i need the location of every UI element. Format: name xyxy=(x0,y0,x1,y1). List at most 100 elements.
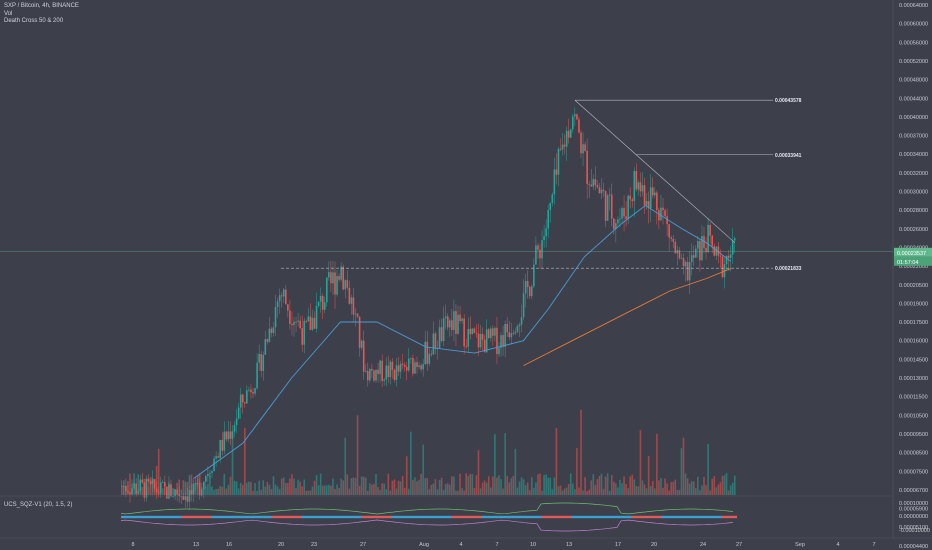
squeeze-bar xyxy=(539,515,541,519)
squeeze-bar xyxy=(661,515,663,519)
y-tick-label: 0.00026000 xyxy=(899,227,928,233)
squeeze-bar xyxy=(535,515,537,519)
candle-body xyxy=(334,272,336,295)
squeeze-bar xyxy=(129,515,131,519)
volume-bar xyxy=(686,478,689,495)
squeeze-bar xyxy=(457,515,459,519)
volume-bar xyxy=(254,483,256,495)
squeeze-bar xyxy=(731,515,733,519)
squeeze-bar xyxy=(643,515,645,519)
squeeze-bar xyxy=(409,515,411,519)
squeeze-bar xyxy=(623,515,625,519)
candle-body xyxy=(213,458,215,472)
y-tick-label: 0.00019000 xyxy=(899,301,928,307)
price-pane[interactable] xyxy=(0,107,893,511)
candle-body xyxy=(250,389,252,393)
candle-body xyxy=(369,368,371,381)
volume-bar xyxy=(436,489,439,495)
volume-bar xyxy=(576,448,578,495)
x-tick-label: Aug xyxy=(419,542,429,548)
volume-bar xyxy=(602,488,605,495)
squeeze-bar xyxy=(665,515,667,519)
squeeze-bar xyxy=(691,515,693,519)
volume-bar xyxy=(697,476,699,495)
squeeze-bar xyxy=(617,515,619,519)
volume-bar xyxy=(367,490,369,495)
squeeze-bar xyxy=(139,515,141,519)
candle-body xyxy=(229,431,232,439)
squeeze-bar xyxy=(361,515,363,519)
squeeze-bar xyxy=(589,515,591,519)
volume-bar xyxy=(241,484,244,495)
volume-bar xyxy=(227,484,230,495)
candle-body xyxy=(123,485,125,487)
volume-bar xyxy=(729,485,732,495)
volume-bar xyxy=(155,465,158,495)
squeeze-bar xyxy=(357,515,359,519)
squeeze-bar xyxy=(339,515,341,519)
candle-body xyxy=(336,276,338,295)
squeeze-bar xyxy=(663,515,665,519)
squeeze-bar xyxy=(583,515,585,519)
candle-body xyxy=(531,286,533,297)
candle-body xyxy=(678,250,681,259)
squeeze-bar xyxy=(657,515,659,519)
squeeze-bar xyxy=(349,515,351,519)
x-tick-label: Sep xyxy=(795,542,805,548)
volume-bar xyxy=(541,490,543,495)
volume-bar xyxy=(408,488,410,495)
squeeze-bar xyxy=(489,515,491,519)
squeeze-bar xyxy=(673,515,675,519)
volume-bar xyxy=(496,477,498,495)
volume-bar xyxy=(268,484,271,495)
squeeze-bar xyxy=(207,515,209,519)
squeeze-indicator-label[interactable]: UCS_SQZ-V1 (20, 1.5, 2) xyxy=(4,502,73,508)
candle-body xyxy=(381,360,383,381)
candle-body xyxy=(477,333,480,348)
squeeze-bar xyxy=(567,515,569,519)
squeeze-bar xyxy=(543,515,545,519)
candle-body xyxy=(690,255,693,263)
volume-bar xyxy=(615,483,617,495)
squeeze-bar xyxy=(481,515,483,519)
candle-body xyxy=(157,492,160,494)
volume-bar xyxy=(309,490,312,495)
symbol-title[interactable]: SXP / Bitcoin, 4h, BINANCE xyxy=(4,3,79,9)
volume-bar xyxy=(430,485,433,495)
squeeze-bar xyxy=(511,515,513,519)
squeeze-bar xyxy=(247,515,249,519)
squeeze-bar xyxy=(693,515,695,519)
volume-bar xyxy=(613,481,615,495)
candle-body xyxy=(414,362,416,374)
x-tick-label: 27 xyxy=(736,542,742,548)
volume-bar xyxy=(297,479,299,495)
squeeze-bar xyxy=(459,515,461,519)
volume-bar xyxy=(344,437,347,495)
candle-body xyxy=(551,194,554,203)
squeeze-bar xyxy=(149,515,151,519)
volume-bar xyxy=(213,489,215,495)
ma-indicator-label[interactable]: Death Cross 50 & 200 xyxy=(4,18,64,24)
squeeze-bar xyxy=(705,515,707,519)
squeeze-bar xyxy=(251,515,253,519)
squeeze-bar xyxy=(347,515,349,519)
y-tick-label: 0.00060000 xyxy=(899,22,928,28)
candle-body xyxy=(237,407,240,419)
squeeze-bar xyxy=(135,515,137,519)
squeeze-bar xyxy=(717,515,719,519)
squeeze-bar xyxy=(433,515,435,519)
candle-body xyxy=(692,255,695,258)
volume-bar xyxy=(317,485,320,495)
volume-bar xyxy=(319,473,322,495)
squeeze-bar xyxy=(203,515,205,519)
volume-bar xyxy=(295,487,297,495)
x-tick-label: 7 xyxy=(495,542,498,548)
candle-body xyxy=(649,187,652,209)
x-tick-label: 24 xyxy=(700,542,706,548)
candle-body xyxy=(317,301,320,306)
volume-bar xyxy=(674,479,677,495)
volume-bar xyxy=(528,490,531,495)
volume-indicator-label[interactable]: Vol xyxy=(4,10,13,17)
candle-body xyxy=(494,327,496,336)
